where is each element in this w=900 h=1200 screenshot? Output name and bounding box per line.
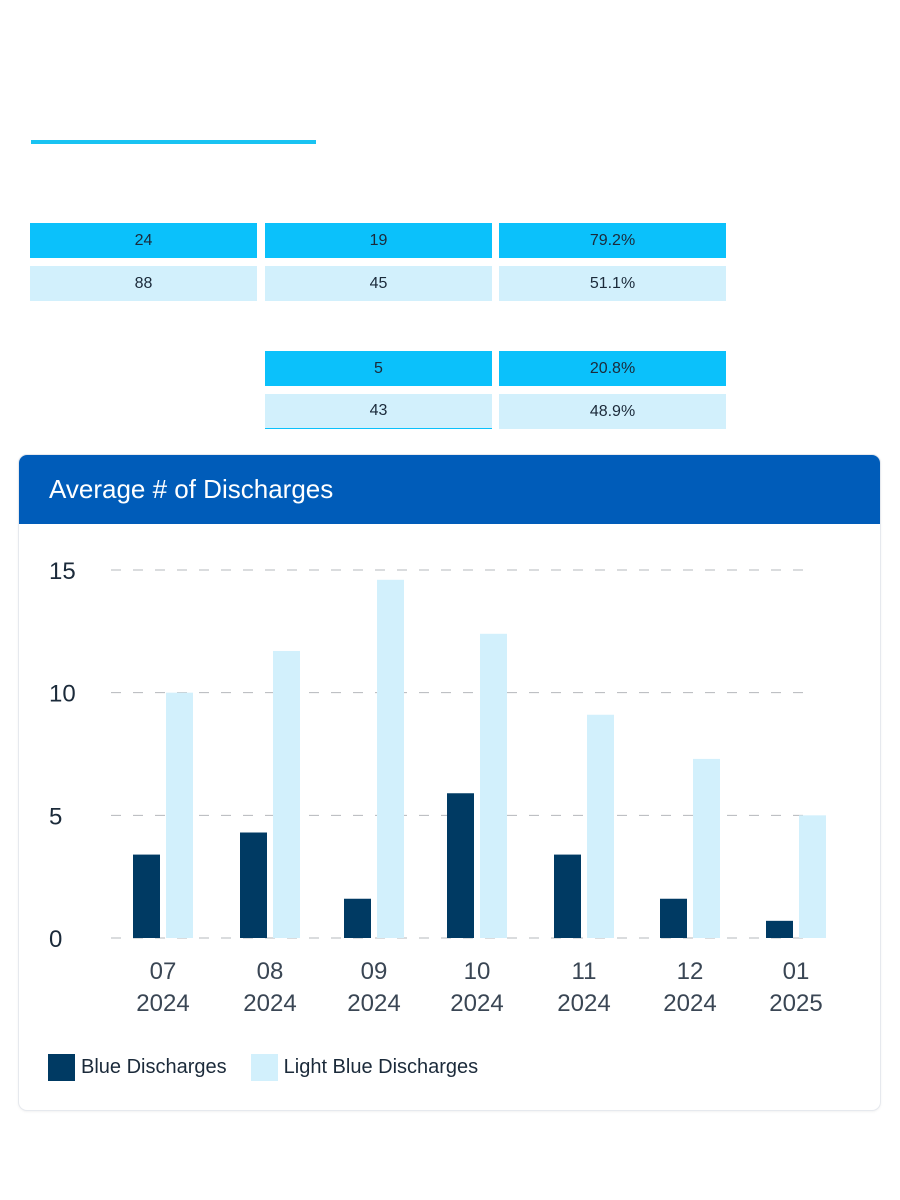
- bar-blue: [344, 898, 371, 938]
- bar-light-blue: [166, 692, 193, 938]
- bar-chart: 0 5 10 15 07 2024 08 2024 09 2024 10 2024 11 2024 12 20…: [49, 558, 826, 1017]
- bar-light-blue: [693, 758, 720, 938]
- bar-blue: [554, 854, 581, 938]
- table-cell: 43: [265, 394, 492, 429]
- x-tick-label: 2024: [347, 990, 400, 1017]
- x-tick-label: 2024: [450, 990, 503, 1017]
- legend-item-light-blue: Light Blue Discharges: [250, 1054, 479, 1081]
- bar-blue: [133, 854, 160, 938]
- bar-blue: [660, 898, 687, 938]
- legend: Blue Discharges Light Blue Discharges: [48, 1054, 502, 1081]
- x-tick-label: 2024: [243, 990, 296, 1017]
- bar-light-blue: [377, 579, 404, 938]
- accent-rule: [31, 140, 316, 144]
- table-cell: 5: [265, 351, 492, 386]
- table-cell: 88: [30, 266, 257, 301]
- x-tick-label: 08: [257, 958, 284, 985]
- table-cell: 24: [30, 223, 257, 258]
- x-tick-label: 01: [783, 958, 810, 985]
- chart-title: Average # of Discharges: [49, 474, 334, 504]
- legend-label: Blue Discharges: [81, 1056, 227, 1078]
- x-tick-label: 09: [361, 958, 388, 985]
- table-cell: 20.8%: [499, 351, 726, 386]
- x-tick-label: 07: [150, 958, 177, 985]
- table-cell: 51.1%: [499, 266, 726, 301]
- y-tick-label: 0: [49, 926, 62, 953]
- x-tick-label: 12: [677, 958, 704, 985]
- bar-blue: [447, 793, 474, 938]
- x-tick-label: 11: [572, 958, 597, 985]
- table-cell: 48.9%: [499, 394, 726, 429]
- bar-light-blue: [799, 815, 826, 938]
- legend-label: Light Blue Discharges: [283, 1056, 479, 1078]
- bar-light-blue: [480, 633, 507, 938]
- legend-swatch: [250, 1054, 278, 1081]
- legend-item-blue: Blue Discharges: [48, 1054, 227, 1081]
- x-tick-label: 2024: [663, 990, 716, 1017]
- legend-swatch: [48, 1054, 75, 1081]
- bar-light-blue: [273, 650, 300, 938]
- bar-blue: [240, 832, 267, 938]
- x-tick-label: 10: [464, 958, 491, 985]
- x-tick-label: 2025: [769, 990, 822, 1017]
- y-tick-label: 15: [49, 558, 76, 585]
- x-tick-label: 2024: [557, 990, 610, 1017]
- card-header: Average # of Discharges: [19, 455, 880, 524]
- table-cell: 45: [265, 266, 492, 301]
- bar-light-blue: [587, 714, 614, 938]
- table-cell: 79.2%: [499, 223, 726, 258]
- x-tick-label: 2024: [136, 990, 189, 1017]
- y-tick-label: 10: [49, 681, 76, 708]
- table-cell: 19: [265, 223, 492, 258]
- y-tick-label: 5: [49, 803, 62, 830]
- chart-card: Average # of Discharges 0 5 10 15 07 2024 08 20…: [19, 455, 880, 1110]
- bar-blue: [766, 920, 793, 938]
